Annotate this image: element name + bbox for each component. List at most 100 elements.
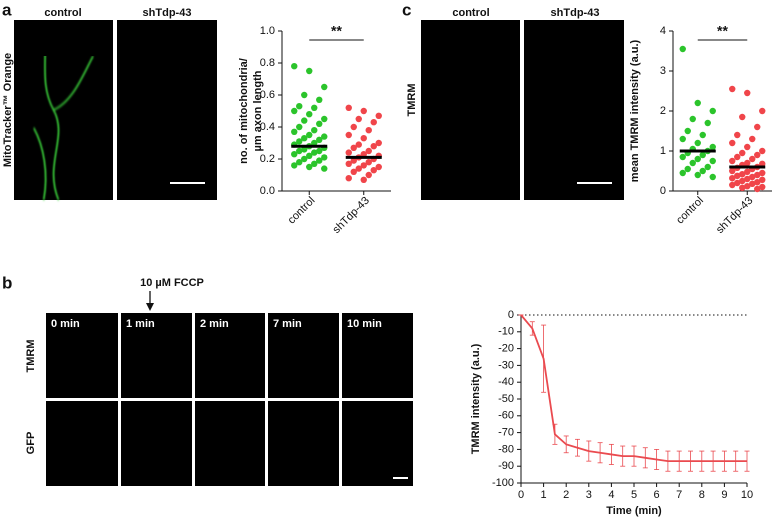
y-tick-label: -40 xyxy=(498,376,514,388)
data-point xyxy=(345,160,352,167)
row-label: GFP xyxy=(25,432,37,455)
data-point xyxy=(684,127,691,135)
data-point xyxy=(355,115,362,123)
y-tick-label: -50 xyxy=(498,393,514,405)
data-point xyxy=(704,119,711,127)
y-tick-label: 0.4 xyxy=(260,121,275,133)
y-tick-label: 0.0 xyxy=(260,185,275,197)
data-point xyxy=(345,131,352,139)
data-point xyxy=(749,180,756,187)
x-tick-label: 2 xyxy=(563,489,569,501)
data-point xyxy=(291,151,298,158)
data-point xyxy=(759,160,766,167)
data-point xyxy=(709,173,716,181)
data-point xyxy=(296,138,303,145)
data-point xyxy=(345,104,352,112)
data-point xyxy=(759,147,766,155)
data-point xyxy=(704,163,711,171)
data-point xyxy=(301,146,308,153)
data-point xyxy=(370,167,377,174)
data-point xyxy=(355,141,362,148)
micrograph xyxy=(117,20,217,200)
data-point xyxy=(759,169,766,177)
data-point xyxy=(291,62,298,70)
data-point xyxy=(321,154,328,161)
data-point xyxy=(345,175,352,182)
micrographs xyxy=(14,20,624,486)
neurite xyxy=(54,56,94,110)
data-point xyxy=(350,157,357,164)
y-tick-label: 4 xyxy=(660,25,666,37)
data-point xyxy=(301,155,308,163)
x-tick-label: 7 xyxy=(676,489,682,501)
data-point xyxy=(316,96,323,104)
data-point xyxy=(679,45,686,53)
data-point xyxy=(321,165,328,172)
data-point xyxy=(306,131,313,139)
data-point xyxy=(350,168,357,175)
data-point xyxy=(291,128,298,135)
x-tick-label: 9 xyxy=(721,489,727,501)
micrograph xyxy=(14,20,113,200)
data-point xyxy=(296,123,303,131)
image-header: shTdp-43 xyxy=(143,7,192,19)
data-point xyxy=(729,181,736,189)
x-tick-label: 6 xyxy=(654,489,660,501)
data-point xyxy=(679,135,686,143)
data-point xyxy=(345,149,352,156)
y-tick-label: 0.2 xyxy=(260,153,275,165)
data-point xyxy=(694,139,701,147)
data-point xyxy=(296,103,303,110)
data-point xyxy=(360,107,367,115)
data-point xyxy=(684,165,691,173)
data-point xyxy=(306,111,313,118)
data-point xyxy=(739,184,746,191)
image-header: control xyxy=(452,7,489,19)
data-point xyxy=(296,147,303,155)
data-point xyxy=(296,159,303,166)
data-point xyxy=(306,163,313,171)
data-point xyxy=(679,153,686,161)
y-axis-label: TMRM intensity (a.u.) xyxy=(470,343,482,454)
data-point xyxy=(759,183,766,191)
x-axis-label: Time (min) xyxy=(606,505,662,517)
data-point xyxy=(316,120,323,128)
data-point xyxy=(709,143,716,151)
data-point xyxy=(311,139,318,147)
neurite xyxy=(34,128,46,200)
data-point xyxy=(744,89,751,97)
panel-label: c xyxy=(402,0,411,19)
micrograph xyxy=(268,313,339,398)
y-axis-label: no. of mitochondria/ xyxy=(238,58,250,164)
data-point xyxy=(744,159,751,167)
data-point xyxy=(694,99,701,107)
data-point xyxy=(734,153,741,161)
micrograph-content xyxy=(34,20,93,200)
data-point xyxy=(365,159,372,166)
y-axis-label: mean TMRM intensity (a.u.) xyxy=(629,39,641,182)
significance: ** xyxy=(717,23,728,39)
data-point xyxy=(321,83,328,91)
time-label: 10 min xyxy=(347,318,382,330)
micrograph xyxy=(342,313,413,398)
y-tick-label: -10 xyxy=(498,326,514,338)
y-tick-label: 3 xyxy=(660,65,666,77)
data-point xyxy=(709,157,716,165)
data-point xyxy=(754,179,761,186)
data-point xyxy=(365,171,372,179)
micrograph xyxy=(268,401,339,486)
micrograph xyxy=(46,401,118,486)
data-point xyxy=(739,177,746,185)
micrograph xyxy=(46,313,118,398)
data-point xyxy=(311,149,318,156)
image-header: shTdp-43 xyxy=(551,7,600,19)
data-point xyxy=(350,144,357,151)
y-axis-label: µm axon length xyxy=(252,70,264,151)
data-point xyxy=(749,135,756,143)
data-point xyxy=(729,175,736,182)
data-point xyxy=(360,162,367,169)
data-point xyxy=(360,176,367,183)
data-point xyxy=(694,155,701,163)
y-tick-label: -80 xyxy=(498,443,514,455)
data-point xyxy=(734,131,741,139)
